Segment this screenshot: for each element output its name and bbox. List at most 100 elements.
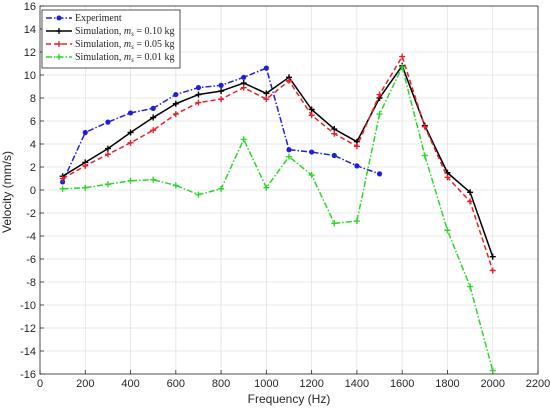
data-point-sim-005 [104, 151, 111, 158]
data-point-sim-005 [150, 127, 157, 134]
data-point-sim-010 [127, 129, 134, 136]
data-point-sim-010 [195, 91, 202, 98]
data-point-sim-001 [195, 191, 202, 198]
x-axis-label: Frequency (Hz) [248, 392, 331, 406]
x-tick-label: 2000 [480, 378, 504, 390]
x-tick-label: 400 [121, 378, 139, 390]
legend-sim-001-var: m [124, 52, 131, 63]
data-point-experiment [127, 110, 134, 116]
tick-labels: 0 200 400 600 800 1000 1200 1400 1600 1800 2000 220… [20, 1, 550, 390]
data-point-sim-005 [240, 84, 247, 91]
data-point-sim-005 [172, 111, 179, 118]
data-point-sim-001 [286, 153, 292, 160]
data-point-sim-005 [421, 123, 428, 130]
x-tick-label: 2200 [526, 378, 550, 390]
y-tick-label: -10 [20, 300, 36, 312]
data-point-sim-005 [331, 130, 338, 137]
legend-label-sim-001: Simulation, ms = 0.01 kg [75, 52, 175, 64]
data-point-sim-001 [263, 184, 270, 191]
data-point-sim-005 [353, 143, 360, 150]
data-point-sim-001 [399, 63, 406, 70]
data-point-sim-005 [399, 53, 406, 60]
data-point-experiment [331, 152, 337, 159]
legend-box [41, 9, 181, 69]
legend: Experiment Simulation, ms = 0.10 kg Simu… [41, 9, 181, 69]
data-point-sim-005 [286, 77, 292, 84]
data-point-sim-001 [218, 185, 225, 192]
legend-sim-010-sub: s [131, 30, 134, 38]
legend-sim-005-sub: s [131, 43, 134, 51]
y-tick-label: 6 [30, 116, 36, 128]
legend-sim-010-prefix: Simulation, [75, 26, 124, 37]
series-sim-001 [59, 63, 496, 374]
data-point-experiment [263, 65, 269, 71]
data-point-sim-001 [104, 181, 111, 188]
data-point-sim-001 [127, 177, 134, 184]
data-point-experiment [60, 179, 66, 185]
legend-marker-sim-001 [56, 54, 62, 60]
data-point-experiment [218, 82, 224, 88]
data-point-sim-010 [308, 106, 315, 113]
data-point-experiment [173, 91, 179, 98]
legend-sim-010-suffix: = 0.10 kg [134, 26, 175, 37]
data-point-sim-005 [127, 139, 134, 146]
data-point-sim-010 [150, 114, 157, 121]
data-point-sim-005 [308, 112, 315, 119]
y-tick-label: 16 [24, 1, 36, 13]
x-tick-label: 1200 [299, 378, 323, 390]
data-point-sim-001 [150, 176, 157, 183]
y-tick-label: 2 [30, 162, 36, 174]
x-tick-label: 800 [212, 378, 230, 390]
legend-sim-005-prefix: Simulation, [75, 39, 124, 50]
series-experiment [60, 65, 383, 185]
y-tick-label: -2 [26, 208, 36, 220]
x-tick-label: 1400 [345, 378, 369, 390]
data-point-sim-010 [218, 88, 225, 95]
y-tick-label: -4 [26, 231, 36, 243]
y-axis-label: Velocity (mm/s) [0, 151, 14, 233]
data-point-sim-010 [263, 90, 270, 97]
y-tick-label: -16 [20, 369, 36, 381]
legend-marker-sim-005 [56, 41, 62, 47]
data-point-experiment [286, 147, 292, 153]
data-point-sim-010 [467, 189, 474, 196]
data-point-sim-001 [331, 220, 338, 227]
y-tick-label: 0 [30, 185, 36, 197]
y-tick-label: 14 [24, 24, 36, 36]
data-point-sim-010 [104, 145, 111, 152]
legend-sim-010-var: m [124, 26, 131, 37]
y-tick-label: -6 [26, 254, 36, 266]
legend-marker-sim-010 [56, 28, 62, 34]
y-tick-label: 12 [24, 47, 36, 59]
legend-sim-001-sub: s [131, 56, 134, 64]
data-point-sim-001 [240, 136, 247, 143]
x-tick-label: 600 [167, 378, 185, 390]
data-point-sim-010 [489, 253, 496, 260]
data-point-sim-005 [489, 267, 496, 274]
data-point-experiment [376, 171, 383, 177]
x-tick-label: 1800 [435, 378, 459, 390]
x-tick-label: 200 [76, 378, 94, 390]
y-tick-label: -14 [20, 346, 36, 358]
data-point-sim-005 [444, 174, 451, 181]
data-point-sim-001 [353, 218, 360, 225]
data-point-sim-005 [263, 96, 270, 103]
data-point-sim-001 [59, 185, 66, 192]
series-line-sim-010 [62, 65, 494, 257]
data-point-sim-001 [82, 184, 89, 191]
data-point-experiment [354, 163, 360, 169]
legend-sim-001-prefix: Simulation, [75, 52, 124, 63]
data-point-sim-005 [376, 91, 383, 98]
x-tick-label: 1000 [254, 378, 278, 390]
y-tick-label: 8 [30, 93, 36, 105]
data-point-experiment [309, 149, 315, 155]
series-sim-005 [59, 53, 496, 274]
legend-sim-005-var: m [124, 39, 131, 50]
y-tick-label: -12 [20, 323, 36, 335]
data-point-sim-001 [467, 283, 474, 290]
x-tick-label: 1600 [390, 378, 414, 390]
legend-label-sim-005: Simulation, ms = 0.05 kg [75, 39, 175, 51]
data-point-sim-005 [82, 162, 89, 169]
data-point-experiment [105, 119, 111, 125]
